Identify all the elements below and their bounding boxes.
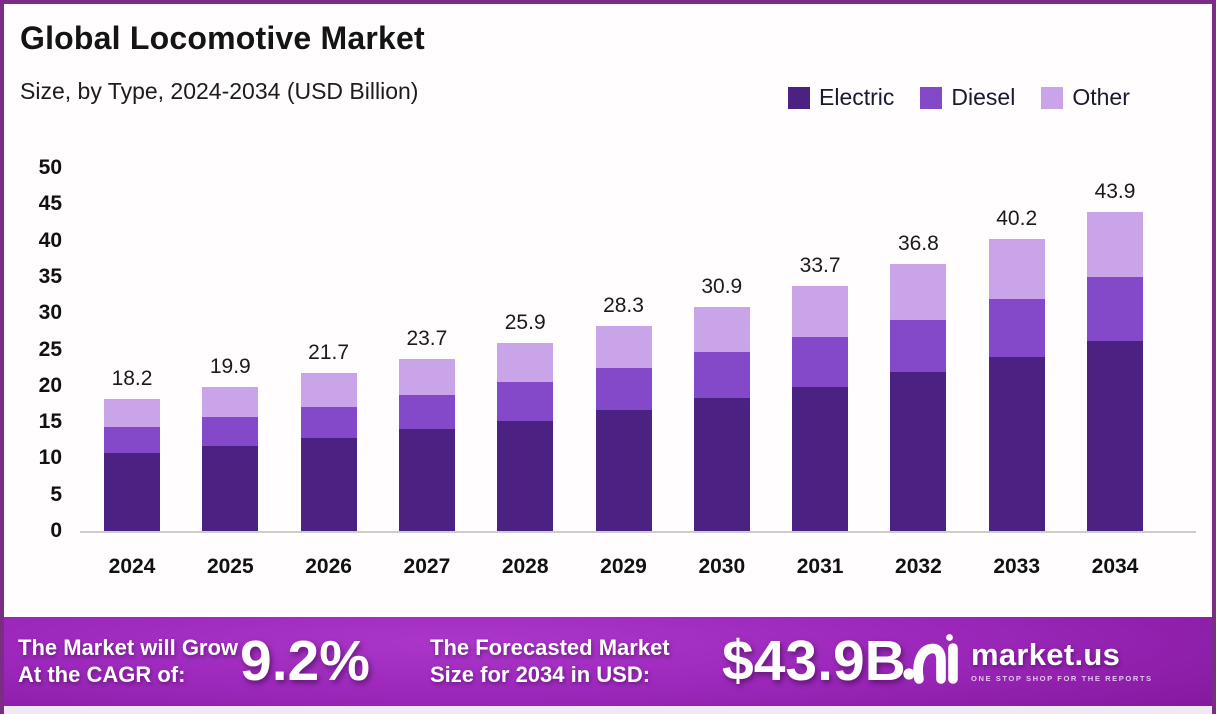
x-axis-label-2033: 2033 (993, 555, 1041, 578)
brand-name: market.us (971, 636, 1121, 672)
x-axis-label-2024: 2024 (108, 555, 156, 578)
x-axis-line (80, 531, 1196, 533)
bar-segment-diesel-2027 (398, 394, 455, 429)
bar-total-label-2024: 18.2 (111, 366, 153, 390)
bar-segment-other-2034 (1087, 212, 1143, 277)
x-axis-label-2026: 2026 (305, 555, 352, 578)
y-axis-tick-label: 25 (38, 337, 62, 361)
bar-total-label-2029: 28.3 (603, 293, 644, 317)
y-axis-tick-label: 50 (38, 156, 62, 179)
legend-swatch-electric (788, 86, 810, 109)
bar-segment-diesel-2034 (1087, 276, 1143, 341)
legend-item-other: Other (1041, 84, 1130, 111)
y-axis-tick-label: 45 (38, 192, 62, 216)
y-axis-tick-label: 0 (50, 519, 62, 542)
legend-label-diesel: Diesel (951, 84, 1016, 110)
bar-segment-other-2027 (398, 358, 455, 395)
legend-swatch-diesel (920, 86, 943, 109)
frame-border-left (0, 0, 4, 714)
x-axis-label-2031: 2031 (796, 555, 844, 578)
y-axis-tick-label: 10 (38, 446, 62, 470)
forecast-label-line1: The Forecasted Market (430, 635, 670, 660)
x-axis-label-2028: 2028 (501, 555, 549, 578)
y-axis-tick-label: 5 (50, 482, 62, 506)
y-axis-tick-label: 20 (38, 373, 62, 397)
bottom-light-strip (0, 706, 1216, 714)
bar-segment-electric-2026 (300, 438, 357, 531)
cagr-label-line2: At the CAGR of: (18, 662, 186, 687)
bar-segment-diesel-2031 (792, 337, 849, 387)
bar-segment-electric-2032 (890, 372, 947, 531)
legend-item-electric: Electric (788, 84, 894, 111)
bar-total-label-2027: 23.7 (406, 326, 448, 350)
page-subtitle: Size, by Type, 2024-2034 (USD Billion) (20, 78, 419, 104)
bar-segment-other-2028 (497, 342, 554, 383)
bar-segment-diesel-2025 (202, 417, 259, 447)
legend: Electric Diesel Other (788, 84, 1130, 111)
bar-segment-other-2033 (988, 239, 1045, 299)
bar-total-label-2025: 19.9 (209, 354, 251, 378)
bar-total-label-2033: 40.2 (996, 207, 1038, 231)
bar-segment-electric-2033 (988, 356, 1045, 531)
cagr-label: The Market will Grow At the CAGR of: (18, 634, 238, 688)
page-title: Global Locomotive Market (20, 20, 425, 56)
bar-segment-electric-2025 (202, 446, 259, 531)
y-axis-tick-label: 40 (38, 228, 62, 252)
bar-segment-other-2026 (300, 373, 357, 407)
bar-segment-diesel-2028 (497, 382, 554, 421)
legend-swatch-other (1041, 86, 1064, 109)
market-us-icon (903, 634, 958, 684)
x-axis-label-2025: 2025 (206, 555, 254, 578)
bar-total-label-2028: 25.9 (504, 310, 546, 334)
frame-border-right (1212, 0, 1216, 714)
bar-segment-diesel-2026 (300, 406, 357, 439)
bar-segment-electric-2029 (595, 410, 652, 531)
bar-segment-electric-2027 (398, 428, 455, 531)
bar-total-label-2032: 36.8 (897, 231, 939, 255)
forecast-label-line2: Size for 2034 in USD: (430, 662, 651, 687)
brand-tagline: ONE STOP SHOP FOR THE REPORTS (971, 673, 1153, 683)
bar-segment-other-2032 (890, 263, 947, 320)
brand-logo: market.us ONE STOP SHOP FOR THE REPORTS (903, 632, 1153, 688)
bar-segment-diesel-2033 (988, 298, 1045, 357)
y-axis-tick-label: 15 (38, 410, 62, 434)
bar-segment-electric-2028 (497, 420, 554, 531)
bar-segment-other-2031 (792, 286, 849, 338)
bar-segment-other-2024 (104, 398, 160, 428)
bar-total-label-2030: 30.9 (701, 274, 743, 298)
legend-label-electric: Electric (819, 84, 895, 110)
forecast-label: The Forecasted Market Size for 2034 in U… (430, 634, 670, 688)
bar-total-label-2026: 21.7 (308, 341, 350, 365)
bar-segment-diesel-2029 (595, 367, 652, 411)
bar-segment-other-2030 (693, 306, 750, 353)
bar-segment-electric-2024 (104, 453, 160, 531)
y-axis-tick-label: 35 (38, 264, 62, 288)
bar-segment-other-2025 (202, 386, 259, 417)
bar-segment-electric-2034 (1087, 340, 1143, 531)
bar-segment-electric-2031 (792, 386, 849, 531)
frame-border-top (0, 0, 1216, 4)
x-axis-label-2029: 2029 (600, 555, 647, 578)
bar-segment-diesel-2032 (890, 319, 947, 372)
x-axis-label-2030: 2030 (698, 555, 746, 578)
y-axis-tick-label: 30 (38, 301, 62, 325)
bar-segment-diesel-2024 (104, 427, 160, 454)
legend-label-other: Other (1072, 84, 1130, 110)
x-axis-label-2027: 2027 (403, 555, 451, 578)
bar-segment-electric-2030 (693, 398, 750, 531)
bar-segment-other-2029 (595, 325, 652, 368)
x-axis-label-2032: 2032 (895, 555, 942, 578)
x-axis-label-2034: 2034 (1091, 555, 1139, 578)
forecast-value: $43.9B (722, 629, 906, 693)
bar-total-label-2031: 33.7 (799, 254, 841, 278)
bar-total-label-2034: 43.9 (1094, 180, 1136, 204)
cagr-value: 9.2% (240, 629, 370, 693)
legend-item-diesel: Diesel (920, 84, 1015, 111)
bar-segment-diesel-2030 (693, 352, 750, 399)
cagr-label-line1: The Market will Grow (18, 635, 239, 660)
footer-banner: The Market will Grow At the CAGR of: 9.2… (0, 617, 1216, 706)
